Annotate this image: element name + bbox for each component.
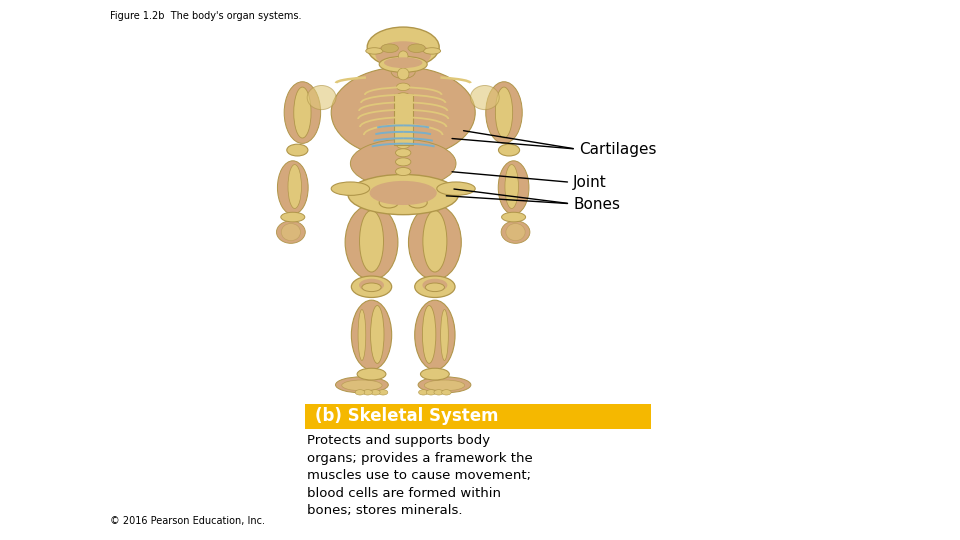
Ellipse shape bbox=[371, 306, 384, 363]
Ellipse shape bbox=[371, 390, 380, 395]
Ellipse shape bbox=[367, 27, 440, 68]
Ellipse shape bbox=[346, 205, 398, 280]
Ellipse shape bbox=[422, 211, 446, 272]
Ellipse shape bbox=[437, 182, 475, 195]
Text: Figure 1.2b  The body's organ systems.: Figure 1.2b The body's organ systems. bbox=[110, 11, 301, 21]
Ellipse shape bbox=[280, 212, 305, 222]
Ellipse shape bbox=[350, 139, 456, 187]
Ellipse shape bbox=[287, 144, 308, 156]
Ellipse shape bbox=[396, 112, 410, 119]
Ellipse shape bbox=[501, 212, 526, 222]
Ellipse shape bbox=[415, 276, 455, 298]
Ellipse shape bbox=[396, 122, 410, 129]
Text: Joint: Joint bbox=[573, 175, 607, 190]
Ellipse shape bbox=[423, 48, 441, 54]
Ellipse shape bbox=[495, 87, 513, 138]
Ellipse shape bbox=[370, 181, 437, 205]
Ellipse shape bbox=[351, 300, 392, 370]
Ellipse shape bbox=[362, 283, 381, 292]
Text: Protects and supports body
organs; provides a framework the
muscles use to cause: Protects and supports body organs; provi… bbox=[307, 434, 533, 517]
Ellipse shape bbox=[505, 165, 518, 208]
Ellipse shape bbox=[396, 103, 410, 110]
Bar bbox=[394, 94, 413, 145]
Ellipse shape bbox=[284, 82, 321, 144]
Ellipse shape bbox=[342, 380, 382, 391]
Ellipse shape bbox=[498, 161, 529, 214]
Ellipse shape bbox=[357, 368, 386, 380]
Ellipse shape bbox=[422, 279, 447, 292]
Ellipse shape bbox=[375, 41, 431, 68]
Ellipse shape bbox=[359, 279, 384, 292]
Ellipse shape bbox=[379, 197, 398, 208]
Ellipse shape bbox=[381, 44, 398, 52]
Ellipse shape bbox=[396, 167, 411, 176]
Ellipse shape bbox=[276, 221, 305, 244]
Ellipse shape bbox=[422, 306, 436, 363]
Ellipse shape bbox=[425, 283, 444, 292]
Ellipse shape bbox=[358, 309, 366, 361]
Ellipse shape bbox=[397, 68, 409, 80]
Ellipse shape bbox=[366, 48, 383, 54]
Text: Cartilages: Cartilages bbox=[579, 141, 657, 157]
Ellipse shape bbox=[396, 158, 411, 166]
Ellipse shape bbox=[408, 197, 427, 208]
Ellipse shape bbox=[363, 390, 372, 395]
FancyBboxPatch shape bbox=[305, 404, 651, 429]
Ellipse shape bbox=[384, 57, 422, 68]
Ellipse shape bbox=[281, 224, 300, 241]
Ellipse shape bbox=[419, 390, 428, 395]
Ellipse shape bbox=[379, 56, 427, 72]
Ellipse shape bbox=[331, 182, 370, 195]
Ellipse shape bbox=[398, 51, 408, 62]
Ellipse shape bbox=[424, 380, 465, 391]
Ellipse shape bbox=[442, 390, 451, 395]
Ellipse shape bbox=[470, 85, 499, 110]
Ellipse shape bbox=[501, 221, 530, 244]
Ellipse shape bbox=[396, 93, 410, 100]
Ellipse shape bbox=[277, 161, 308, 214]
Ellipse shape bbox=[418, 377, 470, 393]
Ellipse shape bbox=[426, 390, 436, 395]
Ellipse shape bbox=[351, 276, 392, 298]
Ellipse shape bbox=[506, 224, 525, 241]
Ellipse shape bbox=[348, 174, 459, 215]
Ellipse shape bbox=[486, 82, 522, 144]
Text: © 2016 Pearson Education, Inc.: © 2016 Pearson Education, Inc. bbox=[110, 516, 265, 526]
Text: (b) Skeletal System: (b) Skeletal System bbox=[315, 408, 498, 426]
Ellipse shape bbox=[415, 300, 455, 370]
Ellipse shape bbox=[498, 144, 519, 156]
Ellipse shape bbox=[434, 390, 444, 395]
Ellipse shape bbox=[359, 211, 383, 272]
Ellipse shape bbox=[378, 390, 388, 395]
Ellipse shape bbox=[396, 148, 411, 157]
Ellipse shape bbox=[294, 87, 311, 138]
Ellipse shape bbox=[307, 85, 336, 110]
Ellipse shape bbox=[396, 83, 410, 91]
Ellipse shape bbox=[441, 309, 448, 361]
Ellipse shape bbox=[396, 141, 410, 148]
Ellipse shape bbox=[420, 368, 449, 380]
Ellipse shape bbox=[336, 377, 388, 393]
Ellipse shape bbox=[288, 165, 301, 208]
Ellipse shape bbox=[355, 390, 365, 395]
Text: Bones: Bones bbox=[573, 197, 620, 212]
Ellipse shape bbox=[408, 44, 425, 52]
Ellipse shape bbox=[396, 131, 410, 139]
Ellipse shape bbox=[331, 67, 475, 158]
Ellipse shape bbox=[392, 65, 416, 78]
Ellipse shape bbox=[408, 205, 461, 280]
